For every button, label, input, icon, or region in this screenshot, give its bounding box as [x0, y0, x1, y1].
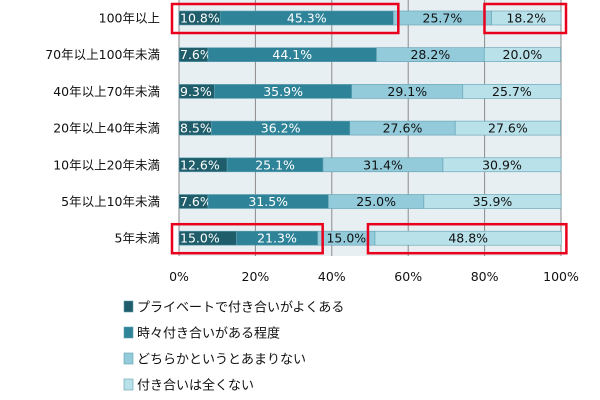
data-label: 15.0%	[326, 231, 366, 246]
data-label: 28.2%	[410, 47, 450, 62]
data-label: 20.0%	[503, 47, 543, 62]
data-label: 8.5%	[180, 121, 212, 136]
data-label: 29.1%	[387, 84, 427, 99]
legend-label: プライベートで付き合いがよくある	[137, 301, 344, 316]
legend-label: 時々付き合いがある程度	[137, 326, 280, 342]
highlight-box	[366, 222, 568, 255]
x-tick-label: 60%	[394, 269, 422, 284]
legend-swatch	[123, 352, 134, 365]
bar-segment	[483, 47, 561, 63]
bar-segment	[423, 194, 562, 209]
x-tick-label: 0%	[169, 269, 189, 284]
bar-segment	[374, 230, 562, 246]
category-label: 5年未満	[115, 231, 160, 246]
highlight-box	[170, 222, 324, 255]
data-label: 12.6%	[180, 157, 220, 172]
data-label: 25.1%	[255, 157, 295, 172]
x-tick-label: 80%	[471, 269, 499, 284]
data-label: 35.9%	[263, 84, 303, 99]
legend-label: どちらかというとあまりない	[137, 353, 306, 368]
data-label: 30.9%	[482, 157, 522, 172]
x-tick-label: 100%	[543, 269, 579, 284]
bar-segment	[462, 84, 562, 99]
data-label: 27.6%	[383, 121, 423, 136]
data-label: 27.6%	[488, 121, 528, 136]
data-label: 10.8%	[180, 11, 220, 26]
data-label: 18.2%	[506, 11, 546, 26]
highlight-box	[483, 2, 568, 35]
bar-segment	[442, 157, 562, 173]
category-label: 40年以上70年未満	[53, 84, 160, 99]
x-tick-label: 40%	[318, 269, 346, 284]
data-label: 31.5%	[248, 194, 288, 209]
category-label: 70年以上100年未満	[45, 47, 160, 62]
x-axis-ticks: 0% 20% 40% 60% 80% 100%	[169, 269, 579, 284]
category-label: 5年以上10年未満	[61, 194, 160, 209]
plot-area: 10.8% 45.3% 25.7% 18.2% 7.6% 44.1% 28.2% 20.0% 9…	[170, 0, 568, 256]
data-label: 36.2%	[261, 121, 301, 136]
highlight-box	[170, 2, 400, 35]
data-label: 9.3%	[180, 84, 212, 99]
data-label: 25.7%	[492, 84, 532, 99]
bar-segment	[491, 10, 562, 26]
legend: プライベートで付き合いがよくある時々付き合いがある程度どちらかというとあまりない…	[123, 300, 344, 394]
data-label: 7.6%	[180, 194, 212, 209]
data-label: 48.8%	[448, 231, 488, 246]
category-label: 20年以上40年未満	[53, 121, 160, 136]
data-label: 25.7%	[423, 11, 463, 26]
data-label: 15.0%	[180, 231, 220, 246]
category-label: 100年以上	[99, 11, 160, 26]
legend-swatch	[123, 326, 134, 339]
data-label: 31.4%	[363, 157, 403, 172]
legend-swatch	[123, 300, 134, 313]
data-label: 35.9%	[473, 194, 513, 209]
legend-swatch	[123, 378, 134, 391]
legend-label: 付き合いは全くない	[137, 378, 254, 394]
bar-segment	[454, 120, 561, 136]
category-labels: 100年以上 70年以上100年未満 40年以上70年未満 20年以上40年未満 10年…	[45, 11, 160, 246]
category-label: 10年以上20年未満	[53, 157, 160, 172]
data-label: 44.1%	[272, 47, 312, 62]
data-label: 7.6%	[180, 47, 212, 62]
data-label: 25.0%	[356, 194, 396, 209]
x-tick-label: 20%	[242, 269, 270, 284]
data-label: 45.3%	[287, 11, 327, 26]
data-label: 21.3%	[257, 231, 297, 246]
